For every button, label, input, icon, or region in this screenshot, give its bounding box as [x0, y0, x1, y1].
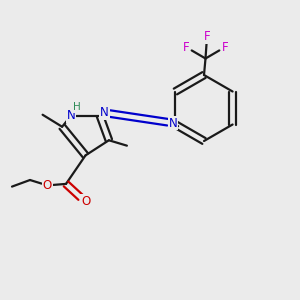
Text: H: H: [73, 102, 80, 112]
Text: F: F: [183, 40, 189, 54]
Text: O: O: [81, 195, 90, 208]
Text: N: N: [169, 116, 177, 130]
Text: O: O: [43, 179, 52, 192]
Text: F: F: [222, 40, 228, 54]
Text: F: F: [204, 30, 210, 44]
Text: N: N: [100, 106, 109, 119]
Text: N: N: [67, 109, 75, 122]
